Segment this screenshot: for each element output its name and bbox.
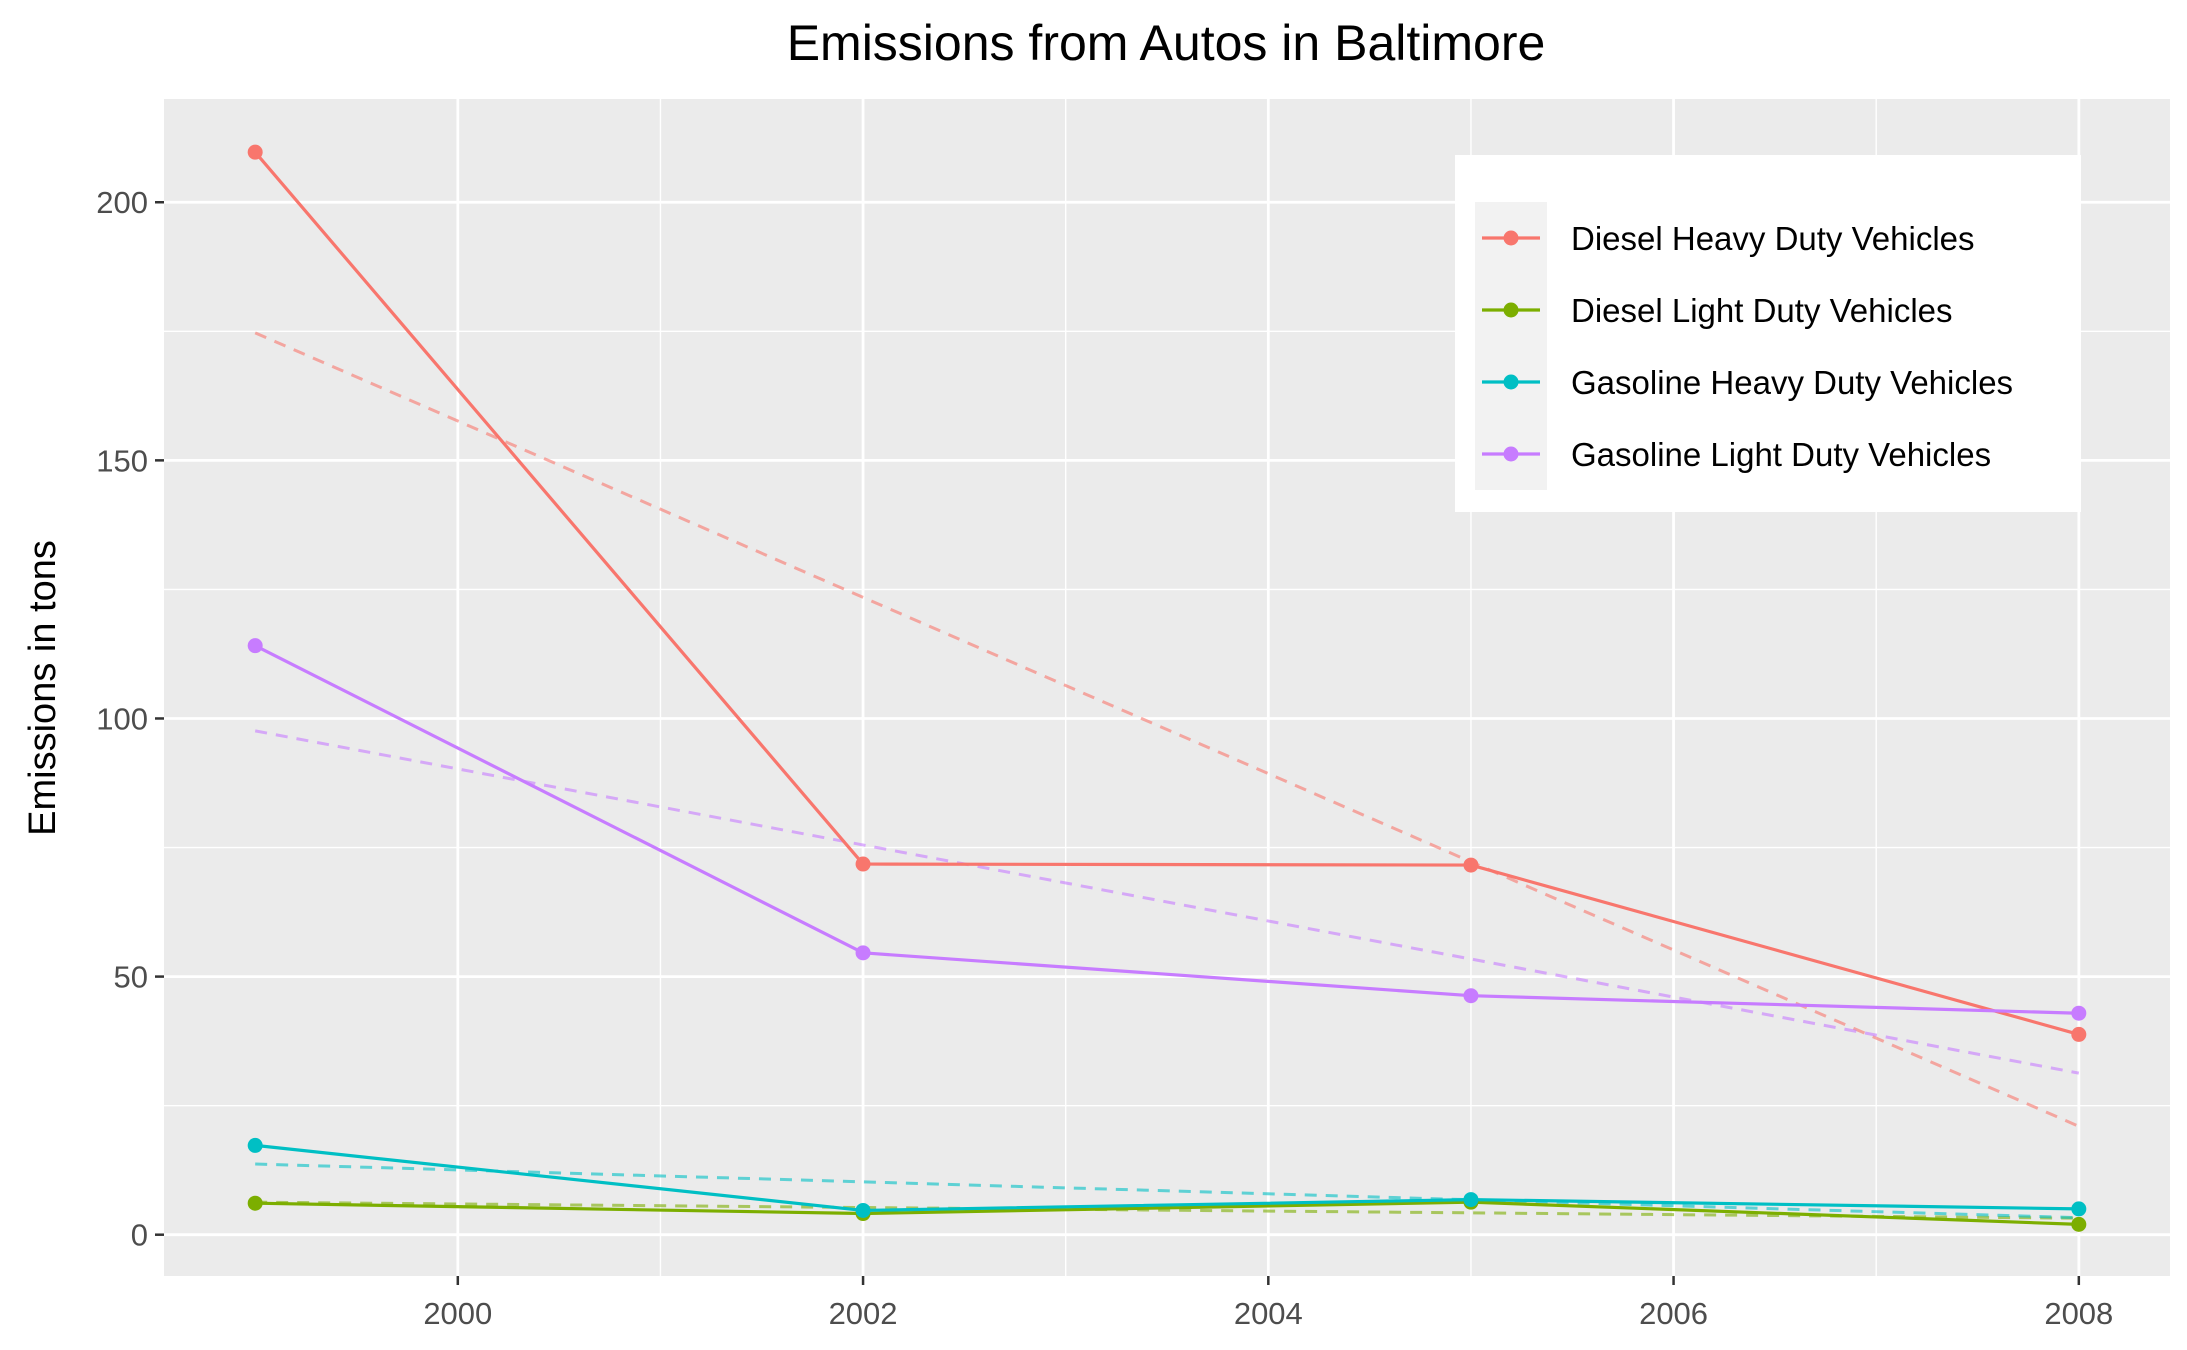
y-tick-label: 0	[131, 1218, 148, 1253]
trend-line	[255, 1200, 2079, 1220]
legend: Diesel Heavy Duty Vehicles Diesel Light D…	[1455, 155, 2081, 512]
x-tick-label: 2002	[829, 1296, 898, 1331]
legend-label: Diesel Light Duty Vehicles	[1571, 292, 1953, 329]
chart-title: Emissions from Autos in Baltimore	[787, 15, 1546, 71]
data-point	[1463, 857, 1479, 873]
x-tick-label: 2004	[1234, 1296, 1303, 1331]
x-tick-label: 2006	[1639, 1296, 1708, 1331]
legend-label: Gasoline Heavy Duty Vehicles	[1571, 364, 2013, 401]
data-point	[2071, 1216, 2087, 1232]
legend-key-background	[1475, 202, 1547, 490]
y-tick-label: 200	[96, 185, 148, 220]
legend-label: Diesel Heavy Duty Vehicles	[1571, 220, 1975, 257]
legend-key-point	[1503, 302, 1519, 318]
y-axis-title: Emissions in tons	[22, 540, 64, 836]
data-point	[855, 945, 871, 961]
data-point	[1463, 1192, 1479, 1208]
series-lines	[253, 151, 2080, 1226]
trend-line	[254, 331, 2080, 1128]
data-point	[2071, 1026, 2087, 1042]
series-line	[253, 151, 2080, 1036]
axis-ticks: 2000 2002 2004 2006 2008 0 50 100 150 200	[96, 185, 2113, 1331]
data-point	[855, 856, 871, 872]
series-line	[254, 644, 2079, 1015]
data-points	[247, 144, 2087, 1232]
legend-items: Diesel Heavy Duty Vehicles Diesel Light D…	[1475, 202, 2013, 490]
trend-lines	[254, 331, 2080, 1220]
legend-key-point	[1503, 374, 1519, 390]
data-point	[247, 1137, 263, 1153]
trend-line	[255, 1162, 2079, 1220]
x-tick-label: 2000	[423, 1296, 492, 1331]
legend-key-point	[1503, 446, 1519, 462]
series-line	[255, 1200, 2079, 1226]
data-point	[247, 144, 263, 160]
x-tick-label: 2008	[2044, 1296, 2113, 1331]
trend-line	[254, 729, 2080, 1075]
series-line	[255, 1143, 2079, 1213]
legend-key-point	[1503, 230, 1519, 246]
data-point	[2071, 1201, 2087, 1217]
legend-box	[1455, 155, 2081, 512]
data-point	[247, 638, 263, 654]
y-tick-label: 50	[114, 960, 148, 995]
data-point	[855, 1202, 871, 1218]
legend-label: Gasoline Light Duty Vehicles	[1571, 436, 1991, 473]
data-point	[1463, 988, 1479, 1004]
data-point	[247, 1195, 263, 1211]
y-tick-label: 150	[96, 443, 148, 478]
data-point	[2071, 1005, 2087, 1021]
y-tick-label: 100	[96, 701, 148, 736]
